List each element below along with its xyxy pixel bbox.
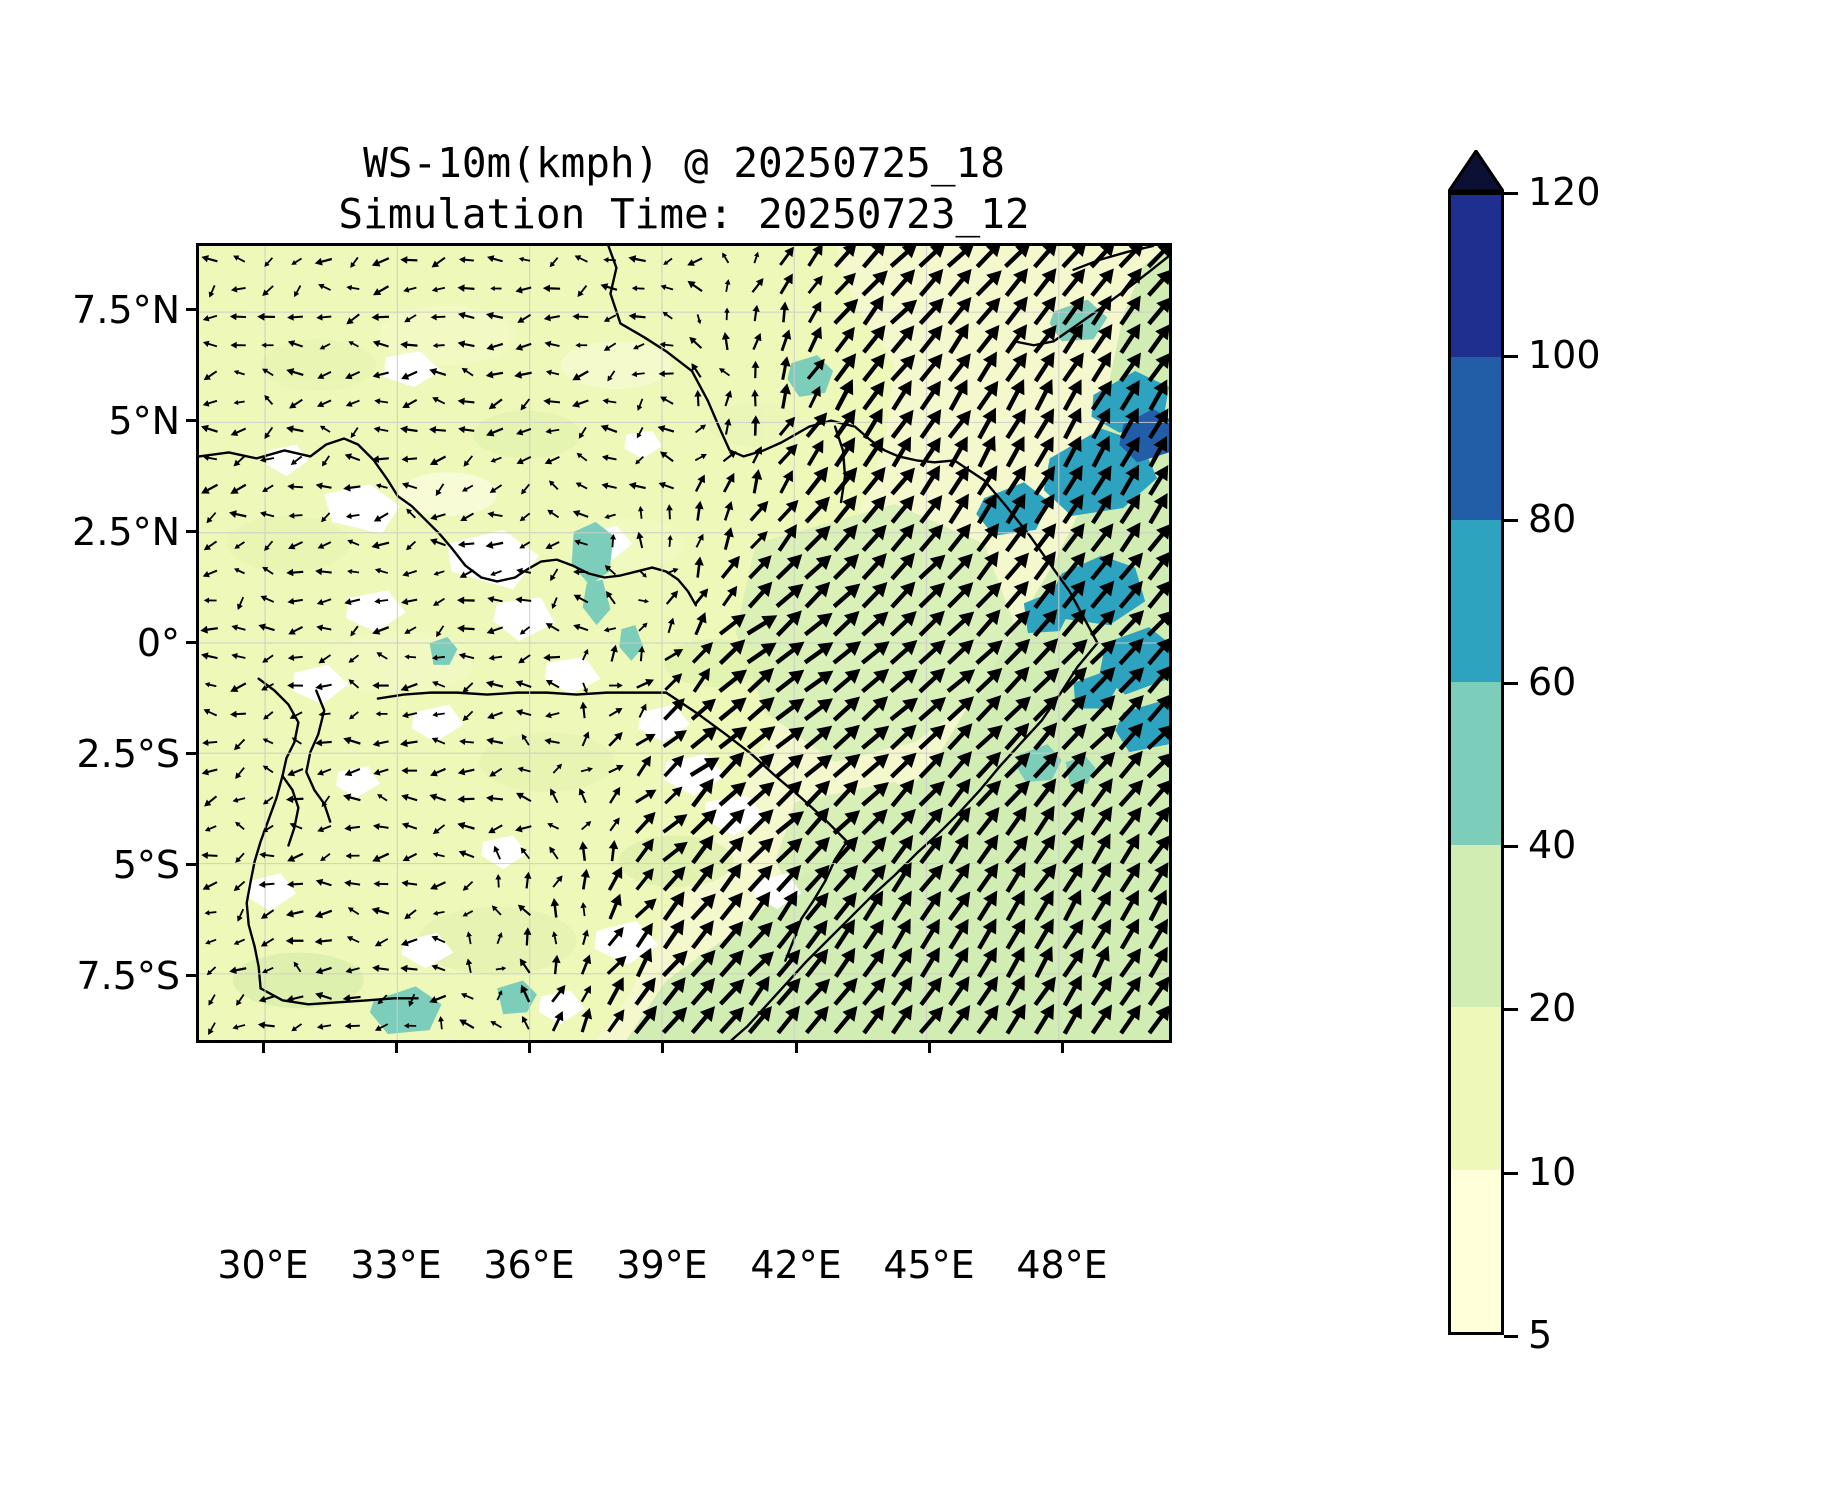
plot-title-line1: WS-10m(kmph) @ 20250725_18: [363, 139, 1005, 187]
colorbar-segment-60-80: [1451, 519, 1501, 683]
colorbar-segment-40-60: [1451, 682, 1501, 845]
xtick-label-36e: 36°E: [483, 1243, 575, 1287]
colorbar-tick-10: [1504, 1171, 1518, 1175]
map-content: [199, 246, 1169, 1040]
colorbar-ticklabel-20: 20: [1528, 986, 1577, 1031]
colorbar-tick-120: [1504, 192, 1518, 195]
colorbar: 120 100 80 60 40 20 10 5: [1448, 150, 1748, 1357]
colorbar-tick-60: [1504, 681, 1518, 685]
xtick-label-33e: 33°E: [350, 1243, 442, 1287]
ytick-mark-0: [186, 308, 196, 311]
colorbar-segment-5-10: [1451, 1169, 1501, 1332]
colorbar-tick-80: [1504, 518, 1518, 522]
plot-title-line2: Simulation Time: 20250723_12: [338, 190, 1030, 238]
colorbar-tick-40: [1504, 845, 1518, 849]
ytick-mark-3: [186, 641, 196, 644]
xtick-mark-5: [928, 1043, 931, 1053]
xtick-mark-0: [262, 1043, 265, 1053]
colorbar-tick-100: [1504, 355, 1518, 359]
ytick-mark-5: [186, 863, 196, 866]
ytick-label-5-s: 5°S: [112, 843, 180, 887]
xtick-mark-1: [395, 1043, 398, 1053]
colorbar-segment-20-40: [1451, 844, 1501, 1008]
colorbar-ticklabel-120: 120: [1528, 170, 1601, 214]
xtick-mark-6: [1061, 1043, 1064, 1053]
colorbar-ticklabel-60: 60: [1528, 659, 1577, 704]
ytick-label-2-5-n: 2.5°N: [72, 510, 180, 554]
colorbar-ticklabel-10: 10: [1528, 1149, 1577, 1194]
colorbar-body: [1448, 192, 1504, 1335]
plot-title: WS-10m(kmph) @ 20250725_18 Simulation Tim…: [196, 138, 1172, 240]
ytick-label-5-n: 5°N: [108, 399, 180, 443]
xtick-label-48e: 48°E: [1016, 1243, 1108, 1287]
colorbar-ticklabel-5: 5: [1528, 1313, 1553, 1357]
ytick-mark-4: [186, 752, 196, 755]
xtick-mark-2: [528, 1043, 531, 1053]
ytick-label-0: 0°: [136, 621, 180, 665]
xtick-mark-4: [795, 1043, 798, 1053]
xtick-mark-3: [661, 1043, 664, 1053]
colorbar-tick-20: [1504, 1008, 1518, 1012]
ytick-label-2-5-s: 2.5°S: [76, 732, 180, 776]
colorbar-segment-10-20: [1451, 1007, 1501, 1170]
colorbar-extend-arrow: [1448, 150, 1504, 192]
wind-speed-map: [199, 246, 1169, 1040]
colorbar-ticklabel-80: 80: [1528, 496, 1577, 541]
xtick-label-42e: 42°E: [750, 1243, 842, 1287]
colorbar-ticklabel-100: 100: [1528, 333, 1601, 378]
xtick-label-30e: 30°E: [217, 1243, 309, 1287]
ytick-mark-1: [186, 419, 196, 422]
colorbar-tick-5: [1504, 1335, 1518, 1338]
ytick-mark-6: [186, 974, 196, 977]
xtick-label-45e: 45°E: [883, 1243, 975, 1287]
colorbar-segment-100-120: [1451, 195, 1501, 358]
colorbar-segment-80-100: [1451, 357, 1501, 520]
xtick-label-39e: 39°E: [616, 1243, 708, 1287]
colorbar-ticklabel-40: 40: [1528, 823, 1577, 868]
map-axes: [196, 243, 1172, 1043]
ytick-label-7-5-s: 7.5°S: [76, 954, 180, 998]
ytick-mark-2: [186, 530, 196, 533]
ytick-label-7-5-n: 7.5°N: [72, 288, 180, 332]
